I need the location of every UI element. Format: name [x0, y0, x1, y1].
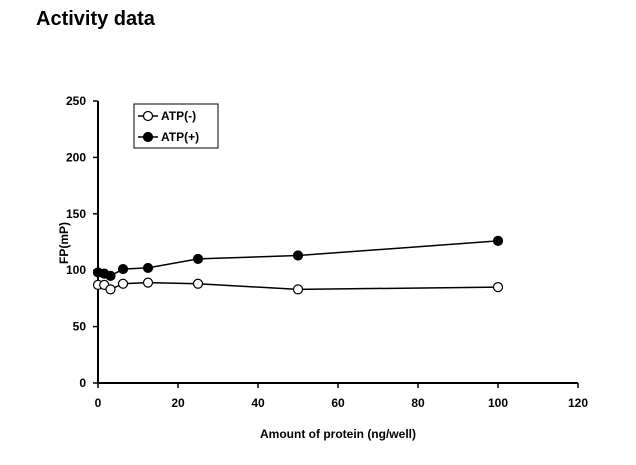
y-tick-label: 100	[66, 263, 86, 277]
data-point-atp	[292, 284, 304, 295]
legend: ATP(-) ATP(+)	[133, 103, 219, 149]
data-point-atp	[142, 262, 154, 274]
data-point-atp	[192, 253, 204, 265]
y-tick-label: 50	[73, 320, 87, 334]
x-tick-label: 100	[488, 396, 508, 410]
data-point-atp	[192, 278, 204, 289]
y-tick-label: 150	[66, 207, 86, 221]
series-layer	[92, 235, 504, 295]
y-tick-label: 0	[79, 376, 86, 390]
data-point-atp	[492, 235, 504, 246]
data-point-atp	[105, 270, 116, 281]
page-title: Activity data	[36, 8, 155, 30]
x-tick-label: 80	[411, 396, 425, 410]
x-tick-label: 60	[331, 396, 345, 410]
data-point-atp	[117, 263, 129, 275]
x-tick-label: 0	[95, 396, 102, 410]
legend-label-atp-minus: ATP(-)	[161, 109, 196, 123]
x-axis-title: Amount of protein (ng/well)	[260, 427, 416, 441]
data-point-atp	[142, 277, 154, 288]
x-tick-label: 20	[171, 396, 185, 410]
x-tick-label: 120	[568, 396, 588, 410]
x-tick-label: 40	[251, 396, 265, 410]
legend-marker-atp-minus	[142, 110, 154, 122]
legend-label-atp-plus: ATP(+)	[161, 130, 199, 144]
axes: 0 50 100 150 200 250 0 20 40 60 80 100 120	[66, 94, 588, 410]
data-point-atp	[292, 250, 304, 261]
data-point-atp	[105, 284, 116, 295]
data-point-atp	[117, 278, 129, 289]
legend-marker-atp-plus	[142, 131, 154, 143]
data-point-atp	[492, 282, 504, 293]
y-tick-label: 200	[66, 150, 86, 164]
y-tick-label: 250	[66, 94, 86, 108]
y-axis-title: FP(mP)	[57, 222, 71, 264]
